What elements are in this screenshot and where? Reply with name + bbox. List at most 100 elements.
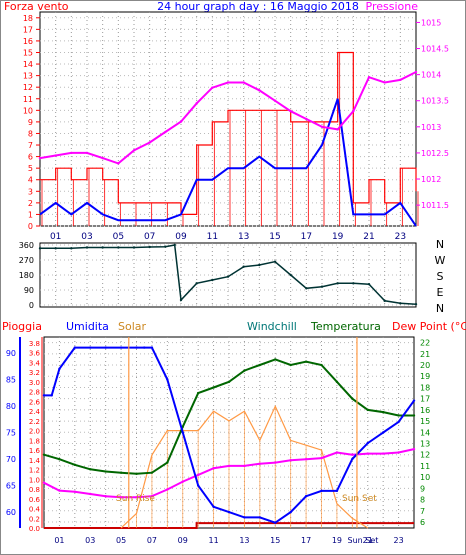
x-tick-label: 03 (85, 536, 95, 545)
rain-tick-label: 2.2 (29, 418, 40, 426)
humidity-axis-title: Umidita (66, 320, 109, 333)
graph-title: 24 hour graph day : 16 Maggio 2018 (157, 0, 359, 13)
temperature-point (412, 414, 416, 417)
temp-tick-label: 9 (420, 484, 425, 493)
wind-tick-label: 14 (23, 60, 33, 69)
x-tick-label: 23 (393, 536, 403, 545)
x-tick-label: 13 (239, 536, 249, 545)
direction-point (101, 246, 104, 249)
humidity-point (89, 346, 92, 349)
x-tick-label: 09 (175, 232, 187, 242)
dewpoint-point (196, 473, 200, 477)
pressure-point (117, 162, 120, 165)
direction-point (211, 278, 214, 282)
temperature-point (258, 363, 262, 367)
direction-point (85, 246, 89, 249)
x-tick-label: 17 (301, 232, 312, 242)
rain-axis-title: Pioggia (2, 320, 42, 333)
x-tick-label: 03 (81, 232, 92, 242)
humidity-tick-label: 80 (6, 402, 16, 411)
wind-tick-label: 0 (28, 222, 33, 231)
x-tick-label: 01 (54, 536, 64, 545)
wind-tick-label: 6 (28, 153, 33, 162)
wind-tick-label: 2 (28, 199, 33, 208)
direction-point (258, 263, 261, 267)
temperature-point (212, 386, 215, 389)
x-tick-label: 05 (113, 232, 124, 242)
humidity-point (150, 346, 154, 349)
temp-tick-label: 6 (420, 518, 425, 527)
temperature-point (320, 363, 323, 367)
rain-line (44, 522, 414, 529)
humidity-point (351, 457, 354, 461)
direction-point (320, 285, 324, 288)
pressure-point (305, 117, 308, 121)
wind-speed-series (40, 51, 419, 226)
rain-tick-label: 3.4 (29, 359, 41, 367)
direction-tick-label: 0 (29, 301, 34, 310)
temperature-point (135, 472, 138, 475)
temp-tick-label: 14 (420, 428, 430, 437)
humidity-point (58, 367, 61, 371)
temperature-point (335, 380, 339, 384)
pressure-tick-label: 1014.5 (421, 45, 449, 54)
wind-tick-label: 8 (28, 129, 33, 138)
pressure-point (148, 141, 151, 144)
humidity-point (143, 346, 146, 349)
dewpoint-point (397, 451, 400, 454)
direction-point (132, 246, 136, 249)
wind-panel-grid (40, 12, 416, 227)
pressure-point (273, 99, 277, 102)
wind-tick-label: 13 (23, 72, 33, 81)
compass-labels: N W S E N (435, 238, 446, 315)
x-tick-label: Sun Set (348, 536, 379, 545)
compass-s: S (437, 270, 444, 283)
temp-tick-label: 19 (420, 372, 430, 381)
x-tick-label: 21 (363, 536, 373, 545)
temperature-point (42, 453, 46, 456)
temperature-point (58, 458, 61, 461)
pressure-point (101, 156, 104, 160)
humidity-tick-label: 75 (6, 429, 16, 438)
compass-n-bottom: N (436, 302, 444, 315)
temperature-point (227, 380, 231, 384)
pressure-point (367, 76, 371, 79)
wind-tick-label: 1 (28, 210, 33, 219)
direction-point (54, 247, 57, 250)
humidity-tick-label: 70 (6, 455, 16, 464)
direction-point (148, 245, 151, 249)
humidity-point (42, 394, 46, 397)
dewpoint-point (381, 452, 385, 455)
humidity-tick-label: 85 (6, 375, 16, 384)
humidity-point (50, 394, 53, 397)
compass-w: W (435, 254, 446, 267)
dewpoint-point (366, 452, 369, 455)
temperature-point (150, 471, 154, 474)
direction-axis-ticks: 0 90 180 270 360 (19, 241, 34, 310)
pressure-point (320, 125, 324, 129)
temperature-axis-ticks: 6 7 8 9 10 11 12 13 14 15 16 17 18 19 20 21 22 (420, 339, 430, 527)
rain-tick-label: 3.8 (29, 340, 40, 348)
rain-tick-label: 2.8 (29, 389, 40, 397)
pressure-point (179, 120, 183, 123)
direction-tick-label: 180 (19, 271, 34, 280)
x-tick-label: 07 (147, 536, 157, 545)
temp-tick-label: 18 (420, 383, 430, 392)
temperature-point (104, 470, 107, 473)
rain-tick-label: 2.6 (29, 398, 41, 406)
dewpoint-point (135, 496, 138, 499)
humidity-point (119, 346, 123, 349)
humidity-tick-label: 90 (6, 349, 16, 358)
pressure-point (258, 89, 261, 92)
direction-panel-grid (40, 243, 416, 307)
dewpoint-point (212, 466, 215, 470)
dewpoint-point (304, 458, 308, 461)
x-tick-label: 17 (301, 536, 311, 545)
dewpoint-point (320, 456, 323, 460)
x-tick-label: 15 (269, 232, 280, 242)
rain-tick-label: 1.8 (29, 437, 40, 445)
dewpoint-title: Dew Point (°C) (392, 320, 466, 333)
humidity-point (274, 521, 277, 524)
